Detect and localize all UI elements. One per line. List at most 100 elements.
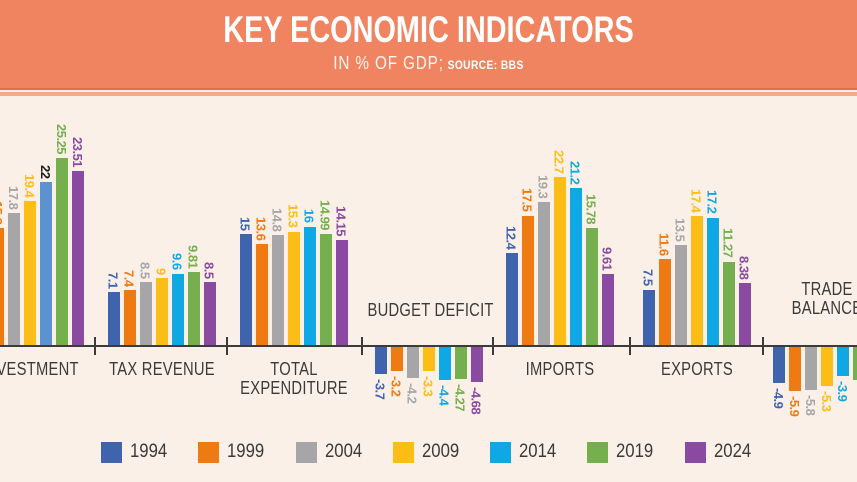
bar-exports-2014 [706,217,719,345]
group-label-line: TAX REVENUE [108,359,215,379]
page-title: KEY ECONOMIC INDICATORS [223,9,634,50]
bar-tax-revenue-2009 [155,278,168,345]
bar-trade-balance-1994 [773,347,785,384]
group-label-budget-deficit: BUDGET DEFICIT [367,300,494,320]
legend-color-swatch [684,441,706,463]
value-label-total-expenditure-2004: 14.8 [269,208,285,232]
axis-tick [762,337,764,355]
bar-exports-2009 [690,216,703,345]
legend-color-swatch [295,441,317,463]
legend-color-swatch [392,441,414,463]
value-label-budget-deficit-2004: -4.2 [404,383,420,404]
bar-total-expenditure-1999 [255,244,268,345]
value-label-total-expenditure-2024: 14.15 [333,206,349,237]
legend-year-label: 2019 [616,441,654,462]
value-label-investment-2019: 25.25 [54,124,69,155]
bar-trade-balance-2009 [821,347,833,387]
bar-trade-balance-1999 [789,347,801,391]
group-label-line: TRADE [801,279,853,299]
bar-budget-deficit-2014 [438,347,451,380]
bar-tax-revenue-2014 [171,273,184,345]
bar-total-expenditure-2019 [319,234,332,345]
legend-year-label: 1994 [130,441,168,462]
group-label-line: INVESTMENT [0,359,79,379]
value-label-trade-balance-1999: -5.9 [787,395,802,417]
bar-tax-revenue-1994 [107,292,120,345]
legend-item-2009: 2009 [392,441,464,463]
bar-investment-2014 [40,182,52,345]
legend-item-2014: 2014 [490,441,561,463]
group-label-line: TOTAL [269,359,318,379]
group-label-line: BUDGET DEFICIT [367,300,494,320]
bar-imports-2024 [601,273,614,345]
value-label-imports-2014: 21.2 [567,160,583,185]
subtitle-text: IN % OF GDP; [333,53,444,73]
value-label-budget-deficit-1994: -3.7 [372,379,388,400]
value-label-imports-2004: 19.3 [535,174,551,199]
value-label-total-expenditure-1999: 13.6 [253,217,269,241]
bar-trade-balance-2004 [805,347,817,390]
header-band: KEY ECONOMIC INDICATORS IN % OF GDP; SOU… [0,0,857,90]
value-label-total-expenditure-1994: 15 [237,216,253,230]
value-label-trade-balance-2014: -3.9 [835,380,850,402]
header-stripe [0,92,857,96]
axis-line [0,345,857,347]
bar-exports-2004 [674,245,687,345]
group-label-imports: IMPORTS [498,360,621,379]
value-label-exports-1999: 11.6 [656,232,672,256]
value-label-tax-revenue-1999: 7.4 [121,269,137,287]
bar-imports-2019 [585,228,598,345]
bar-tax-revenue-2024 [203,282,216,345]
bar-total-expenditure-2004 [271,235,284,345]
legend-color-swatch [587,441,609,463]
bar-total-expenditure-1994 [239,234,252,345]
value-label-exports-2024: 8.38 [736,255,752,279]
bar-tax-revenue-1999 [123,290,136,345]
bar-total-expenditure-2024 [335,240,348,345]
bar-investment-2019 [56,158,68,345]
value-label-imports-1999: 17.5 [519,188,535,212]
value-label-trade-balance-2009: -5.3 [819,391,834,412]
group-label-tax-revenue: TAX REVENUE [100,360,223,379]
group-label-exports: EXPORTS [635,360,758,379]
value-label-total-expenditure-2019: 14.99 [317,200,333,231]
axis-tick [94,337,96,355]
value-label-tax-revenue-2004: 8.5 [137,261,153,279]
value-label-exports-1994: 7.5 [640,268,656,286]
bar-exports-2019 [722,261,735,345]
bar-exports-1999 [658,259,671,345]
value-label-exports-2004: 13.5 [672,217,688,242]
value-label-exports-2009: 17.4 [688,188,704,213]
bar-trade-balance-2014 [837,347,849,376]
group-label-line: EXPENDITURE [239,378,348,398]
legend-year-label: 2014 [519,441,557,462]
legend-color-swatch [198,441,220,463]
legend-item-2004: 2004 [295,441,367,463]
bar-imports-1994 [505,253,518,345]
value-label-investment-2009: 19.4 [22,174,37,198]
legend-item-1999: 1999 [198,441,269,463]
bar-tax-revenue-2004 [139,282,152,345]
bar-imports-2004 [537,202,550,345]
value-label-imports-1994: 12.4 [503,225,519,250]
legend-year-label: 2004 [324,441,362,462]
value-label-tax-revenue-2014: 9.6 [169,253,185,270]
bar-investment-1999 [0,228,4,345]
bar-budget-deficit-2009 [422,347,435,372]
value-label-imports-2024: 9.61 [599,246,615,270]
value-label-trade-balance-1994: -4.9 [771,388,786,409]
value-label-exports-2014: 17.2 [704,190,720,214]
bar-investment-2004 [8,213,20,345]
axis-tick [629,337,631,355]
group-label-line: BALANCE [791,298,857,318]
source-text: SOURCE: BBS [447,58,524,72]
bar-investment-2009 [24,201,36,345]
group-label-line: IMPORTS [525,359,594,379]
value-label-tax-revenue-2019: 9.81 [185,245,201,269]
value-label-investment-2014: 22 [38,164,53,179]
value-label-trade-balance-2004: -5.8 [803,394,818,416]
page-subtitle: IN % OF GDP; SOURCE: BBS [64,53,792,74]
legend-item-2019: 2019 [587,441,658,463]
bar-exports-1994 [642,289,655,345]
